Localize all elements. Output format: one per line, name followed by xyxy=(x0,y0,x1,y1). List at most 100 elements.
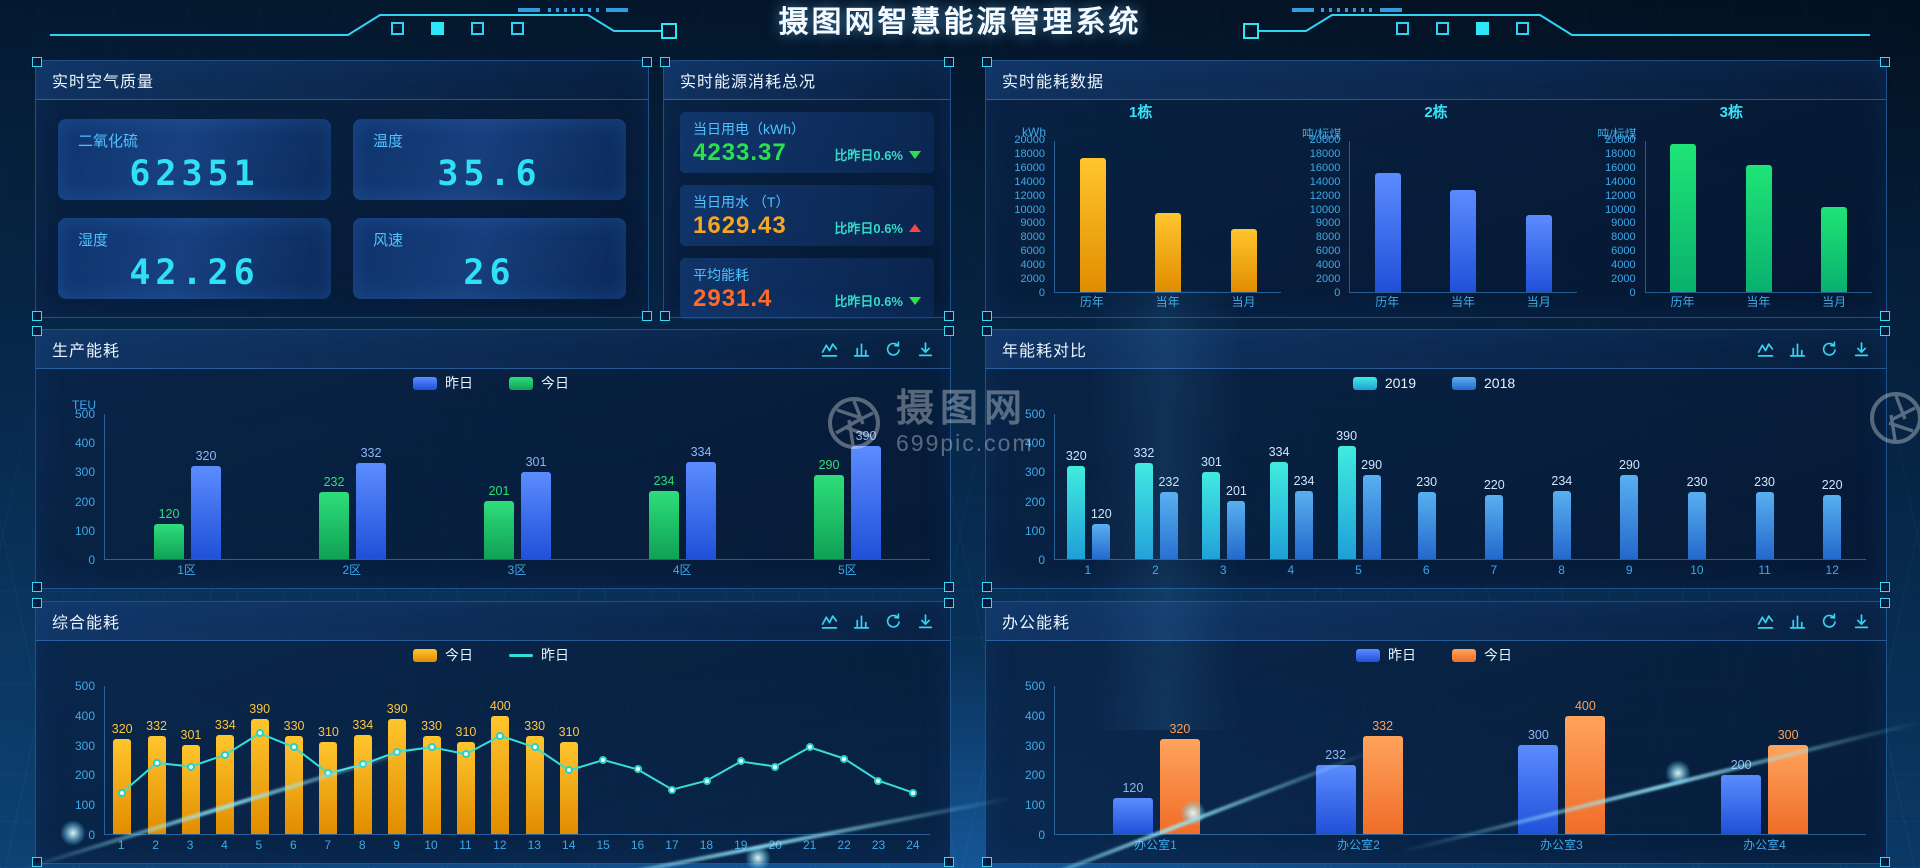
corner-accent xyxy=(1880,598,1890,608)
bar xyxy=(1227,500,1246,559)
bar xyxy=(1687,492,1706,559)
panel-title-bar: 年能耗对比 xyxy=(986,330,1886,369)
bar xyxy=(191,466,221,559)
bar xyxy=(1620,474,1639,559)
stat-value: 35.6 xyxy=(437,154,542,194)
bar-group: 220 xyxy=(1798,414,1866,559)
bar-label: 230 xyxy=(1686,475,1708,490)
legend-label: 今日 xyxy=(445,647,473,663)
bar-group: 334 234 xyxy=(1258,414,1326,559)
legend-item[interactable]: 昨日 xyxy=(1356,645,1416,665)
header-decoration-left xyxy=(50,8,677,39)
stat-card: 风速 26 xyxy=(353,218,626,299)
y-tick-label: 4000 xyxy=(1315,259,1341,272)
corner-accent xyxy=(982,311,992,321)
bar-label: 332 xyxy=(360,445,382,460)
line-dot xyxy=(805,743,814,752)
bar-label: 301 xyxy=(525,454,547,469)
bar xyxy=(319,491,349,559)
chart-toolbar xyxy=(821,612,934,630)
line-chart-icon[interactable] xyxy=(1757,613,1774,630)
x-tick-label: 9 xyxy=(1625,563,1633,577)
line-chart-icon[interactable] xyxy=(1757,341,1774,358)
summary-value: 1629.43 xyxy=(693,212,787,239)
bar-group xyxy=(1501,141,1576,292)
y-tick-label: 200 xyxy=(74,768,95,783)
bar-group: 301 201 xyxy=(1190,414,1258,559)
bar-label: 390 xyxy=(1336,428,1358,443)
chart-toolbar xyxy=(821,340,934,358)
legend-item[interactable]: 2018 xyxy=(1452,375,1515,391)
bar-chart-icon[interactable] xyxy=(853,613,870,630)
panel-air-quality: 实时空气质量 二氧化硫 62351 温度 35.6 湿度 42.26 风速 26 xyxy=(32,57,652,321)
x-tick-label: 历年 xyxy=(1079,295,1104,309)
y-tick-label: 200 xyxy=(74,494,95,509)
line-chart-icon[interactable] xyxy=(821,341,838,358)
y-tick-label: 500 xyxy=(1024,679,1045,693)
download-icon[interactable] xyxy=(917,341,934,358)
line-dot xyxy=(118,788,127,797)
legend-swatch xyxy=(1356,648,1380,662)
x-tick-label: 办公室3 xyxy=(1540,838,1583,852)
x-tick-label: 3 xyxy=(1219,563,1227,577)
summary-label: 当日用水 （T） xyxy=(693,194,790,210)
x-tick-label: 5区 xyxy=(838,563,857,577)
stat-card: 湿度 42.26 xyxy=(58,218,331,299)
download-icon[interactable] xyxy=(1853,613,1870,630)
download-icon[interactable] xyxy=(1853,341,1870,358)
bar xyxy=(814,474,844,559)
x-tick-label: 11 xyxy=(459,838,472,852)
refresh-icon[interactable] xyxy=(885,612,902,630)
bar xyxy=(649,491,679,559)
x-tick-label: 1 xyxy=(117,838,125,852)
y-tick-label: 400 xyxy=(1024,436,1045,451)
bar xyxy=(1552,491,1571,559)
refresh-icon[interactable] xyxy=(1821,340,1838,358)
y-tick-label: 100 xyxy=(1024,523,1045,538)
bar-group xyxy=(1350,141,1425,292)
x-tick-label: 23 xyxy=(871,838,886,852)
y-axis: 500 400 300 200 100 0 xyxy=(56,680,104,855)
legend-item[interactable]: 今日 xyxy=(1452,645,1512,665)
line-dot xyxy=(702,776,711,785)
panel-office-energy: 办公能耗 昨日 今日 500 400 300 200 100 0 120 320 232 332 300… xyxy=(982,598,1890,867)
bar-label: 330 xyxy=(283,719,305,734)
chart-legend: 2019 2018 xyxy=(996,371,1872,395)
y-tick-label: 12000 xyxy=(1605,189,1636,202)
bar-group: 120 320 xyxy=(1055,686,1258,834)
download-icon[interactable] xyxy=(917,613,934,630)
bar-chart-icon[interactable] xyxy=(1789,613,1806,630)
bar-label: 310 xyxy=(455,725,477,740)
line-dot xyxy=(633,765,642,774)
bar-label: 201 xyxy=(488,483,510,498)
y-axis: kWh 20000 18000 16000 14000 12000 10000 9000 800… xyxy=(1002,125,1054,311)
legend-item[interactable]: 2019 xyxy=(1352,375,1416,391)
legend-item[interactable]: 今日 xyxy=(509,373,569,393)
corner-accent xyxy=(642,311,652,321)
x-tick-label: 7 xyxy=(324,838,332,852)
legend-item[interactable]: 昨日 xyxy=(413,373,473,393)
legend-item[interactable]: 今日 xyxy=(413,645,473,665)
y-tick-label: 500 xyxy=(74,679,95,693)
energy-summary-rows: 当日用电（kWh） 4233.37 比昨日0.6% 当日用水 （T） 1629.43 比昨… xyxy=(664,99,950,319)
y-tick-label: 100 xyxy=(1024,798,1045,813)
refresh-icon[interactable] xyxy=(1821,612,1838,630)
bar-label: 290 xyxy=(818,457,840,472)
panel-title: 生产能耗 xyxy=(52,343,121,360)
line-chart-icon[interactable] xyxy=(821,613,838,630)
summary-row: 当日用水 （T） 1629.43 比昨日0.6% xyxy=(680,185,934,246)
refresh-icon[interactable] xyxy=(885,340,902,358)
y-tick-label: 16000 xyxy=(1309,161,1341,174)
corner-accent xyxy=(944,57,954,67)
bar-chart-icon[interactable] xyxy=(853,341,870,358)
plot-area xyxy=(1644,141,1872,293)
bar-chart-icon[interactable] xyxy=(1789,341,1806,358)
x-tick-label: 18 xyxy=(699,838,714,852)
legend-item[interactable]: 昨日 xyxy=(509,645,569,665)
y-tick-label: 6000 xyxy=(1315,245,1341,258)
x-tick-label: 24 xyxy=(906,838,920,852)
chart-title: 2栋 xyxy=(1424,104,1448,121)
bar-label: 290 xyxy=(1618,457,1640,472)
x-tick-label: 13 xyxy=(527,838,541,852)
